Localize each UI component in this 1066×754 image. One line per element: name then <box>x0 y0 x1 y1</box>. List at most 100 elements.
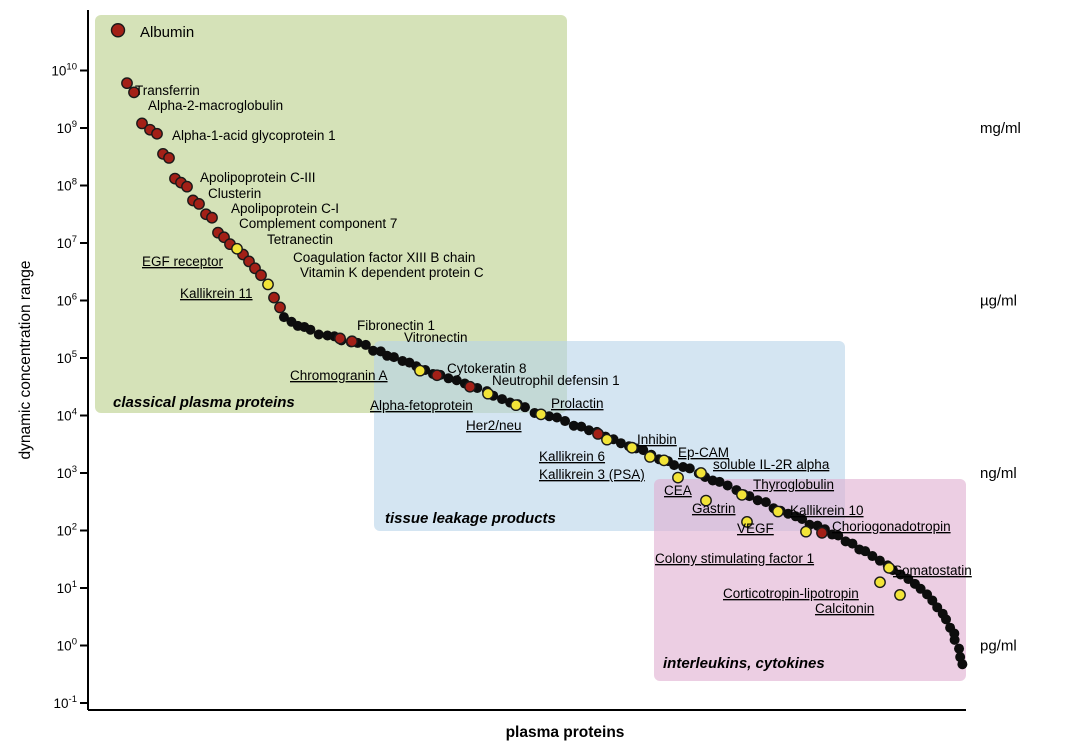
data-point <box>360 339 371 350</box>
protein-label-chromogranin-a: Chromogranin A <box>290 368 388 383</box>
protein-label-calcitonin: Calcitonin <box>815 601 874 616</box>
protein-label-corticotropin-lipotropin: Corticotropin-lipotropin <box>723 586 859 601</box>
region-classical-plasma-proteins <box>95 15 567 413</box>
data-point <box>334 332 346 345</box>
data-point <box>388 352 399 363</box>
data-point <box>181 180 193 193</box>
data-point-her2-neu <box>510 399 522 412</box>
data-point <box>941 614 952 625</box>
data-point-ep-cam <box>658 454 670 467</box>
data-point <box>551 412 562 423</box>
data-point <box>368 345 379 356</box>
data-point-kallikrein-10 <box>772 505 784 518</box>
unit-label-mg-ml: mg/ml <box>980 120 1021 137</box>
data-point <box>128 86 140 99</box>
data-point <box>638 445 649 456</box>
protein-label-egf-receptor: EGF receptor <box>142 254 224 269</box>
data-point <box>576 421 587 432</box>
data-point-kallikrein-11 <box>262 278 274 291</box>
protein-label-vitronectin: Vitronectin <box>404 330 468 345</box>
data-point-soluble-il-2r-alpha <box>695 467 707 479</box>
protein-label-tetranectin: Tetranectin <box>267 232 333 247</box>
data-point-gastrin <box>700 494 712 507</box>
protein-label-albumin: Albumin <box>140 24 194 41</box>
y-tick-label: 101 <box>57 579 77 596</box>
y-tick-label: 105 <box>57 349 77 366</box>
data-point <box>915 583 926 594</box>
data-point <box>797 513 808 524</box>
data-point <box>833 530 844 541</box>
protein-label-kallikrein-3-psa-: Kallikrein 3 (PSA) <box>539 467 645 482</box>
data-point-somatostatin <box>883 561 895 574</box>
protein-label-kallikrein-10: Kallikrein 10 <box>790 503 864 518</box>
data-point-colony-stimulating-factor-1 <box>800 525 812 538</box>
protein-label-colony-stimulating-factor-1: Colony stimulating factor 1 <box>655 551 814 566</box>
protein-label-choriogonadotropin: Choriogonadotropin <box>832 519 951 534</box>
data-point-corticotropin-lipotropin <box>874 576 886 589</box>
protein-label-kallikrein-11: Kallikrein 11 <box>180 286 253 301</box>
protein-label-clusterin: Clusterin <box>208 186 261 201</box>
protein-label-alpha-1-acid-glycoprotein-1: Alpha-1-acid glycoprotein 1 <box>172 128 336 143</box>
data-point <box>752 495 763 506</box>
data-point <box>255 269 267 282</box>
region-label: interleukins, cytokines <box>663 655 825 672</box>
data-point <box>206 211 218 224</box>
y-axis-title: dynamic concentration range <box>17 260 34 459</box>
protein-label-cea: CEA <box>664 483 692 498</box>
protein-label-soluble-il-2r-alpha: soluble IL-2R alpha <box>713 457 830 472</box>
unit-label-ng-ml: ng/ml <box>980 465 1017 482</box>
data-point <box>615 438 626 449</box>
region-interleukins-cytokines <box>654 479 966 681</box>
protein-label-complement-component-7: Complement component 7 <box>239 216 397 231</box>
protein-label-transferrin: Transferrin <box>135 83 200 98</box>
data-point <box>722 480 733 491</box>
data-point-transferrin <box>121 77 133 90</box>
data-point <box>895 569 906 580</box>
y-tick-label: 104 <box>57 407 77 424</box>
data-point <box>519 402 530 413</box>
y-tick-label: 1010 <box>51 62 77 79</box>
data-point-kallikrein-3-psa- <box>644 450 656 463</box>
data-point <box>268 291 280 304</box>
protein-label-somatostatin: Somatostatin <box>893 563 972 578</box>
region-label: tissue leakage products <box>385 510 556 527</box>
data-point-cytokeratin-8 <box>431 369 443 382</box>
protein-label-vegf: VEGF <box>737 521 774 536</box>
data-point-albumin <box>110 23 126 38</box>
protein-label-ep-cam: Ep-CAM <box>678 445 729 460</box>
data-point <box>583 425 594 436</box>
data-point-calcitonin <box>894 589 906 601</box>
data-point-thyroglobulin <box>736 488 748 501</box>
protein-label-prolactin: Prolactin <box>551 396 604 411</box>
data-point-vegf <box>741 515 753 528</box>
y-tick-label: 108 <box>57 177 77 194</box>
protein-label-cytokeratin-8: Cytokeratin 8 <box>447 361 527 376</box>
data-point <box>305 324 316 335</box>
data-point <box>313 329 324 340</box>
data-point-kallikrein-6 <box>601 433 613 446</box>
data-point-chromogranin-a <box>414 364 426 377</box>
data-point-alpha-2-macroglobulin <box>136 117 148 130</box>
x-axis-title: plasma proteins <box>506 724 625 741</box>
data-point <box>568 420 579 431</box>
protein-label-inhibin: Inhibin <box>637 432 677 447</box>
data-point <box>684 463 695 474</box>
data-point <box>278 312 289 323</box>
protein-label-apolipoprotein-c-i: Apolipoprotein C-I <box>231 201 339 216</box>
protein-label-fibronectin-1: Fibronectin 1 <box>357 318 435 333</box>
protein-label-gastrin: Gastrin <box>692 501 736 516</box>
data-point <box>714 476 725 487</box>
data-point <box>464 380 476 393</box>
data-point <box>847 538 858 549</box>
unit-label-pg-ml: pg/ml <box>980 638 1017 655</box>
data-point <box>274 301 286 314</box>
data-point <box>949 634 960 645</box>
protein-label-alpha-fetoprotein: Alpha-fetoprotein <box>370 398 473 413</box>
unit-label-µg-ml: µg/ml <box>980 293 1017 310</box>
y-tick-label: 10-1 <box>54 694 77 711</box>
data-point <box>957 659 968 670</box>
data-point <box>163 151 175 164</box>
data-point <box>193 197 205 210</box>
data-point-egf-receptor <box>231 242 243 255</box>
